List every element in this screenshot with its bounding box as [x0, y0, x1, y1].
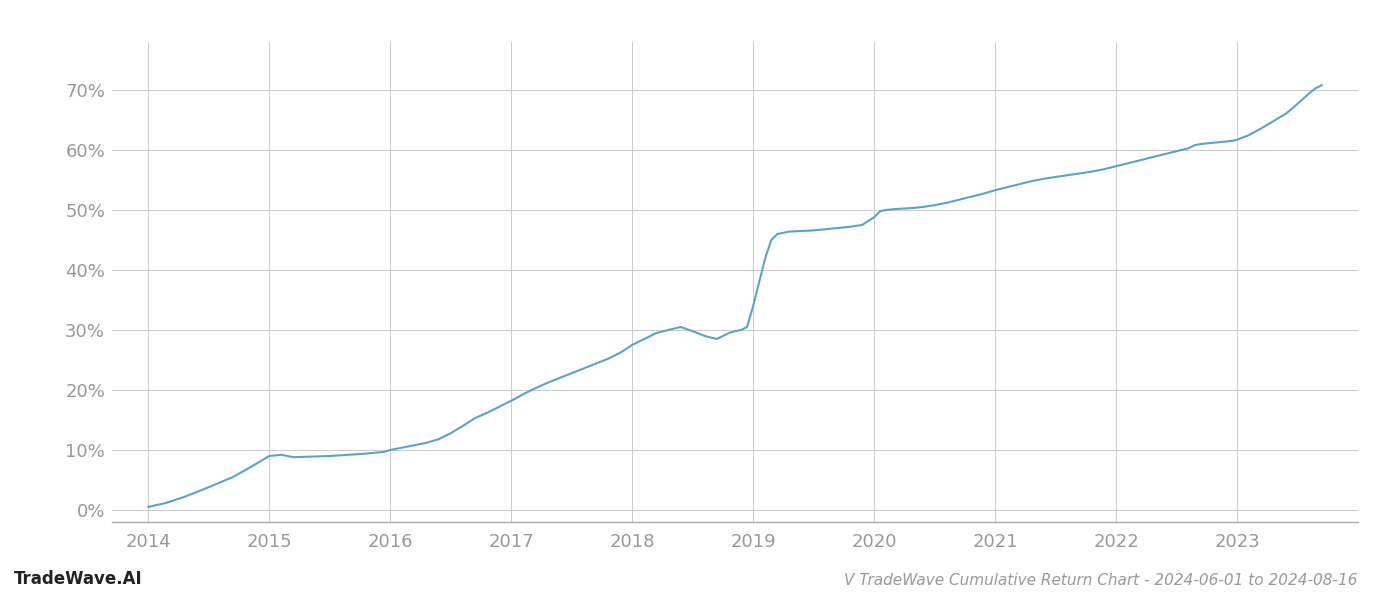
Text: V TradeWave Cumulative Return Chart - 2024-06-01 to 2024-08-16: V TradeWave Cumulative Return Chart - 20…	[844, 573, 1358, 588]
Text: TradeWave.AI: TradeWave.AI	[14, 570, 143, 588]
